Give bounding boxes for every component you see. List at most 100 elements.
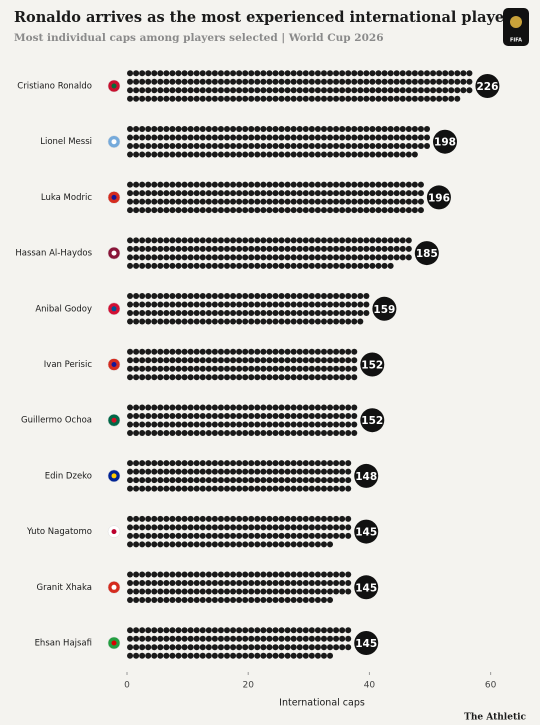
- dot: [363, 151, 370, 158]
- dot: [351, 348, 358, 355]
- dot: [127, 125, 134, 132]
- dot: [199, 181, 206, 188]
- dot: [242, 460, 249, 467]
- dot: [127, 635, 134, 642]
- flag-mark: [111, 139, 117, 145]
- dot: [163, 412, 170, 419]
- dot: [248, 532, 255, 539]
- dot: [248, 412, 255, 419]
- dot: [290, 70, 297, 77]
- dot: [272, 365, 279, 372]
- dot: [187, 485, 194, 492]
- dot: [357, 70, 364, 77]
- dot: [339, 468, 346, 475]
- dot: [139, 597, 146, 604]
- dot: [187, 374, 194, 381]
- dot: [272, 485, 279, 492]
- dot: [387, 134, 394, 141]
- dot: [254, 142, 261, 149]
- dot: [145, 571, 152, 578]
- dot: [278, 468, 285, 475]
- dot: [314, 134, 321, 141]
- dot: [254, 588, 261, 595]
- dot: [127, 412, 134, 419]
- dot: [163, 477, 170, 484]
- dot: [187, 477, 194, 484]
- dot: [163, 78, 170, 85]
- dot: [175, 237, 182, 244]
- dot: [169, 142, 176, 149]
- dot: [266, 134, 273, 141]
- dot: [284, 70, 291, 77]
- dot: [217, 125, 224, 132]
- dot: [302, 348, 309, 355]
- dot: [175, 207, 182, 214]
- dot: [266, 460, 273, 467]
- dot: [363, 293, 370, 300]
- dot: [139, 70, 146, 77]
- dot: [308, 142, 315, 149]
- dot: [139, 301, 146, 308]
- dot: [254, 357, 261, 364]
- dot: [339, 365, 346, 372]
- dot: [133, 460, 140, 467]
- dot: [363, 301, 370, 308]
- dot: [224, 348, 230, 355]
- dot: [242, 412, 249, 419]
- dot: [302, 524, 309, 531]
- dot: [127, 348, 134, 355]
- dot: [236, 374, 243, 381]
- dot: [411, 78, 418, 85]
- dot: [260, 627, 267, 634]
- dot: [369, 262, 376, 269]
- dot: [217, 301, 224, 308]
- dot: [357, 198, 364, 205]
- dot: [260, 652, 267, 659]
- dot: [266, 254, 273, 261]
- dot: [272, 237, 279, 244]
- dot: [254, 412, 261, 419]
- dot: [327, 421, 334, 428]
- dot: [345, 293, 352, 300]
- dot: [145, 95, 152, 102]
- dot: [151, 151, 158, 158]
- dot: [157, 468, 164, 475]
- dot: [217, 429, 224, 436]
- dot: [290, 429, 297, 436]
- dot: [327, 588, 334, 595]
- dot: [357, 95, 364, 102]
- dot: [405, 70, 412, 77]
- dot: [205, 365, 212, 372]
- dot: [139, 310, 146, 317]
- dot: [436, 87, 443, 94]
- dot: [314, 237, 321, 244]
- dot: [424, 125, 430, 132]
- dot: [333, 348, 340, 355]
- dot: [236, 597, 243, 604]
- dot: [139, 485, 146, 492]
- dot: [133, 293, 140, 300]
- dot: [236, 78, 243, 85]
- dot: [314, 95, 321, 102]
- dot: [260, 70, 267, 77]
- dot: [145, 644, 152, 651]
- dot: [127, 652, 134, 659]
- dot: [272, 571, 279, 578]
- dot: [193, 524, 200, 531]
- dot: [236, 125, 243, 132]
- dot: [417, 181, 424, 188]
- dot: [199, 635, 206, 642]
- dot: [181, 460, 188, 467]
- dot: [266, 198, 273, 205]
- dot: [302, 310, 309, 317]
- dot: [381, 198, 388, 205]
- dot: [260, 635, 267, 642]
- dot: [381, 245, 388, 252]
- dot: [217, 318, 224, 325]
- dot: [320, 237, 327, 244]
- dot: [266, 627, 273, 634]
- dot: [199, 207, 206, 214]
- dot: [224, 357, 230, 364]
- dot: [169, 151, 176, 158]
- dot: [387, 237, 394, 244]
